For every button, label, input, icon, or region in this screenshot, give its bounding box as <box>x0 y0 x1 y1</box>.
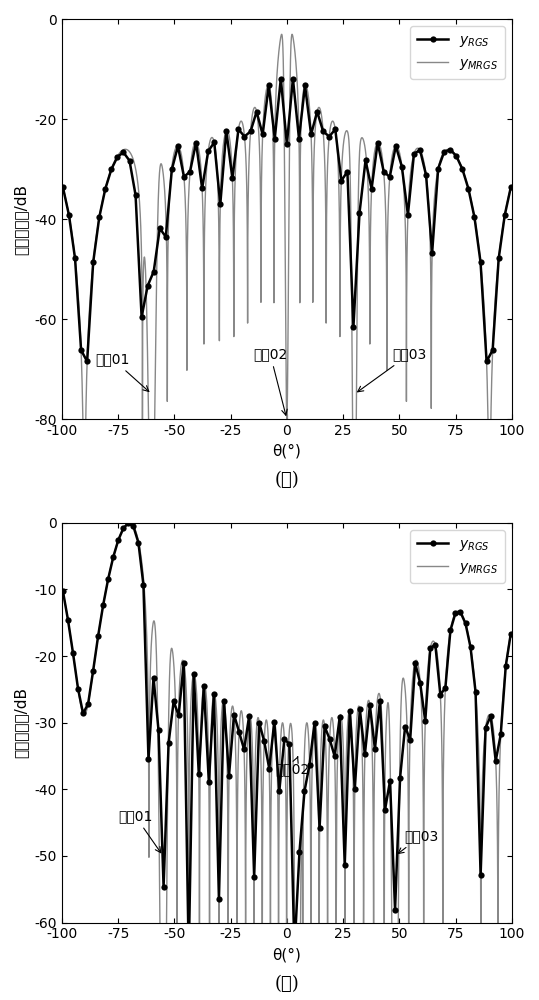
Line: $y_{MRGS}$: $y_{MRGS}$ <box>63 34 511 444</box>
$y_{MRGS}$ <box>248 118 254 130</box>
Text: (ａ): (ａ) <box>274 471 299 489</box>
$y_{RGS}$ <box>278 73 284 85</box>
$y_{RGS}$ <box>441 146 447 158</box>
$y_{MRGS}$ <box>494 817 501 829</box>
$y_{RGS}$ <box>442 682 448 694</box>
$y_{RGS}$ <box>206 776 212 788</box>
Legend: $y_{RGS}$, $y_{MRGS}$: $y_{RGS}$, $y_{MRGS}$ <box>410 26 505 79</box>
$y_{RGS}$ <box>471 211 478 223</box>
$y_{MRGS}$ <box>472 679 478 691</box>
$y_{MRGS}$ <box>472 214 478 226</box>
$y_{RGS}$ <box>497 728 504 740</box>
Line: $y_{RGS}$: $y_{RGS}$ <box>60 75 514 365</box>
$y_{MRGS}$ <box>273 726 279 738</box>
$y_{MRGS}$ <box>508 628 514 640</box>
$y_{MRGS}$ <box>385 194 392 206</box>
Y-axis label: 方向图增益/dB: 方向图增益/dB <box>14 184 29 255</box>
$y_{RGS}$ <box>125 517 132 529</box>
$y_{MRGS}$ <box>248 719 254 731</box>
$y_{RGS}$ <box>508 628 514 640</box>
$y_{MRGS}$ <box>279 28 285 40</box>
$y_{MRGS}$ <box>385 699 392 711</box>
$y_{MRGS}$ <box>60 585 66 597</box>
$y_{MRGS}$ <box>60 181 66 193</box>
$y_{RGS}$ <box>60 585 66 597</box>
$y_{RGS}$ <box>429 247 436 259</box>
$y_{MRGS}$ <box>80 438 87 450</box>
X-axis label: θ(°): θ(°) <box>272 444 301 459</box>
$y_{RGS}$ <box>508 181 514 193</box>
$y_{RGS}$ <box>60 181 66 193</box>
Legend: $y_{RGS}$, $y_{MRGS}$: $y_{RGS}$, $y_{MRGS}$ <box>410 530 505 583</box>
$y_{MRGS}$ <box>157 950 163 962</box>
Text: 干扩03: 干扩03 <box>358 347 427 392</box>
$y_{MRGS}$ <box>252 101 258 113</box>
X-axis label: θ(°): θ(°) <box>272 947 301 962</box>
Line: $y_{MRGS}$: $y_{MRGS}$ <box>63 523 511 956</box>
Text: 干扩02: 干扩02 <box>275 757 310 776</box>
$y_{RGS}$ <box>185 950 192 962</box>
Text: (ｂ): (ｂ) <box>274 975 299 993</box>
$y_{MRGS}$ <box>508 181 514 193</box>
Text: 干扩03: 干扩03 <box>398 829 438 854</box>
$y_{RGS}$ <box>382 804 388 816</box>
$y_{MRGS}$ <box>494 267 501 279</box>
$y_{RGS}$ <box>411 148 417 160</box>
Text: 干扩01: 干扩01 <box>118 809 161 853</box>
Line: $y_{RGS}$: $y_{RGS}$ <box>60 520 514 959</box>
Text: 干扩01: 干扩01 <box>95 352 149 391</box>
$y_{RGS}$ <box>452 607 459 619</box>
$y_{RGS}$ <box>423 169 429 181</box>
Text: 干扩02: 干扩02 <box>253 347 287 415</box>
$y_{MRGS}$ <box>126 517 133 529</box>
$y_{RGS}$ <box>84 355 91 367</box>
$y_{RGS}$ <box>102 183 108 195</box>
$y_{MRGS}$ <box>273 92 279 104</box>
$y_{MRGS}$ <box>252 774 258 786</box>
Y-axis label: 方向图增益/dB: 方向图增益/dB <box>14 687 29 758</box>
$y_{RGS}$ <box>120 522 127 534</box>
